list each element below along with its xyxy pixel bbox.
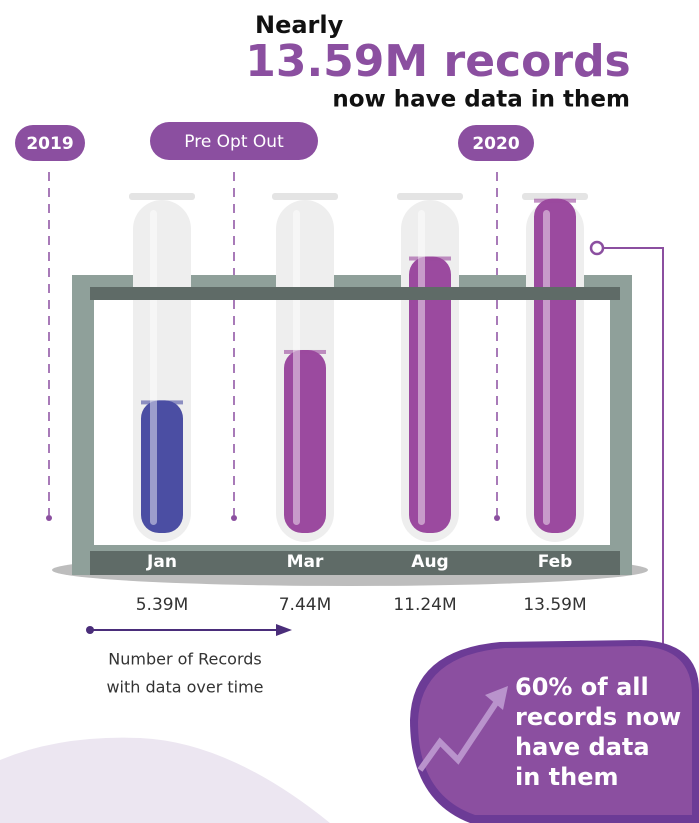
callout-text: records now [515,703,681,731]
tubes [129,193,588,542]
tube-cap [272,193,338,200]
tube-shine [293,210,300,525]
dot [46,515,52,521]
tube-shine [543,210,550,525]
dot [231,515,237,521]
value-label: 5.39M [136,595,189,615]
infographic: Nearly 13.59M records now have data in t… [0,0,699,823]
tube-liquid-top [534,199,576,203]
category-label: Jan [146,552,177,572]
tube-liquid-top [409,256,451,260]
background-shape [0,738,330,823]
pill-label: 2020 [472,134,519,154]
tube-liquid [534,199,576,533]
rack-leg [610,275,632,575]
tube-cap [397,193,463,200]
title: 13.59M records [245,36,631,87]
rack-base-edge [90,545,620,551]
connector-dot [591,242,603,254]
category-label: Mar [287,552,324,572]
tube-liquid [141,400,183,533]
value-label: 7.44M [279,595,332,615]
tube-cap [129,193,195,200]
caption: with data over time [106,678,263,697]
value-label: 11.24M [393,595,456,615]
tube-liquid [284,350,326,533]
category-label: Aug [411,552,448,572]
tube-liquid-top [141,400,183,404]
tube-shine [150,210,157,525]
arrow-dot [86,626,94,634]
rack-bar [90,287,620,300]
category-label: Feb [538,552,573,572]
pill-label: Pre Opt Out [184,132,284,152]
dot [494,515,500,521]
pill-label: 2019 [26,134,73,154]
rack-leg [72,275,94,575]
arrow-head [276,624,292,636]
value-label: 13.59M [523,595,586,615]
title-prefix: Nearly [255,11,344,39]
caption: Number of Records [108,650,261,669]
tube-liquid-top [284,350,326,354]
callout-text: 60% of all [515,673,649,701]
callout-text: in them [515,763,619,791]
callout-text: have data [515,733,650,761]
tube-shine [418,210,425,525]
title-suffix: now have data in them [332,87,630,113]
